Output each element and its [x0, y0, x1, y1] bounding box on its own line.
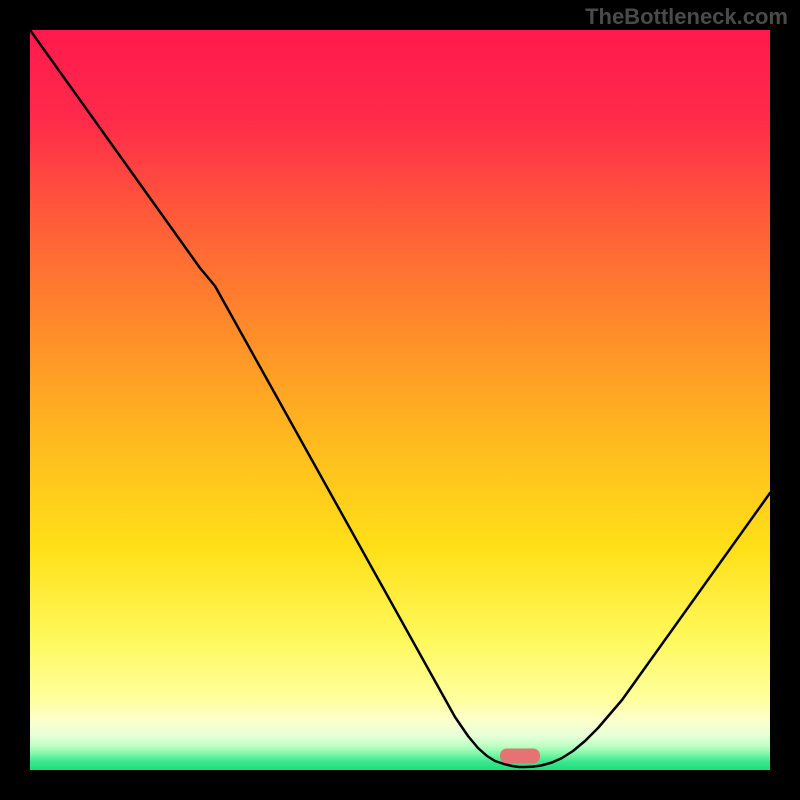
- optimum-marker: [500, 749, 540, 764]
- bottleneck-chart: [0, 0, 800, 800]
- watermark-text: TheBottleneck.com: [585, 4, 788, 30]
- chart-container: TheBottleneck.com: [0, 0, 800, 800]
- plot-background: [30, 30, 770, 770]
